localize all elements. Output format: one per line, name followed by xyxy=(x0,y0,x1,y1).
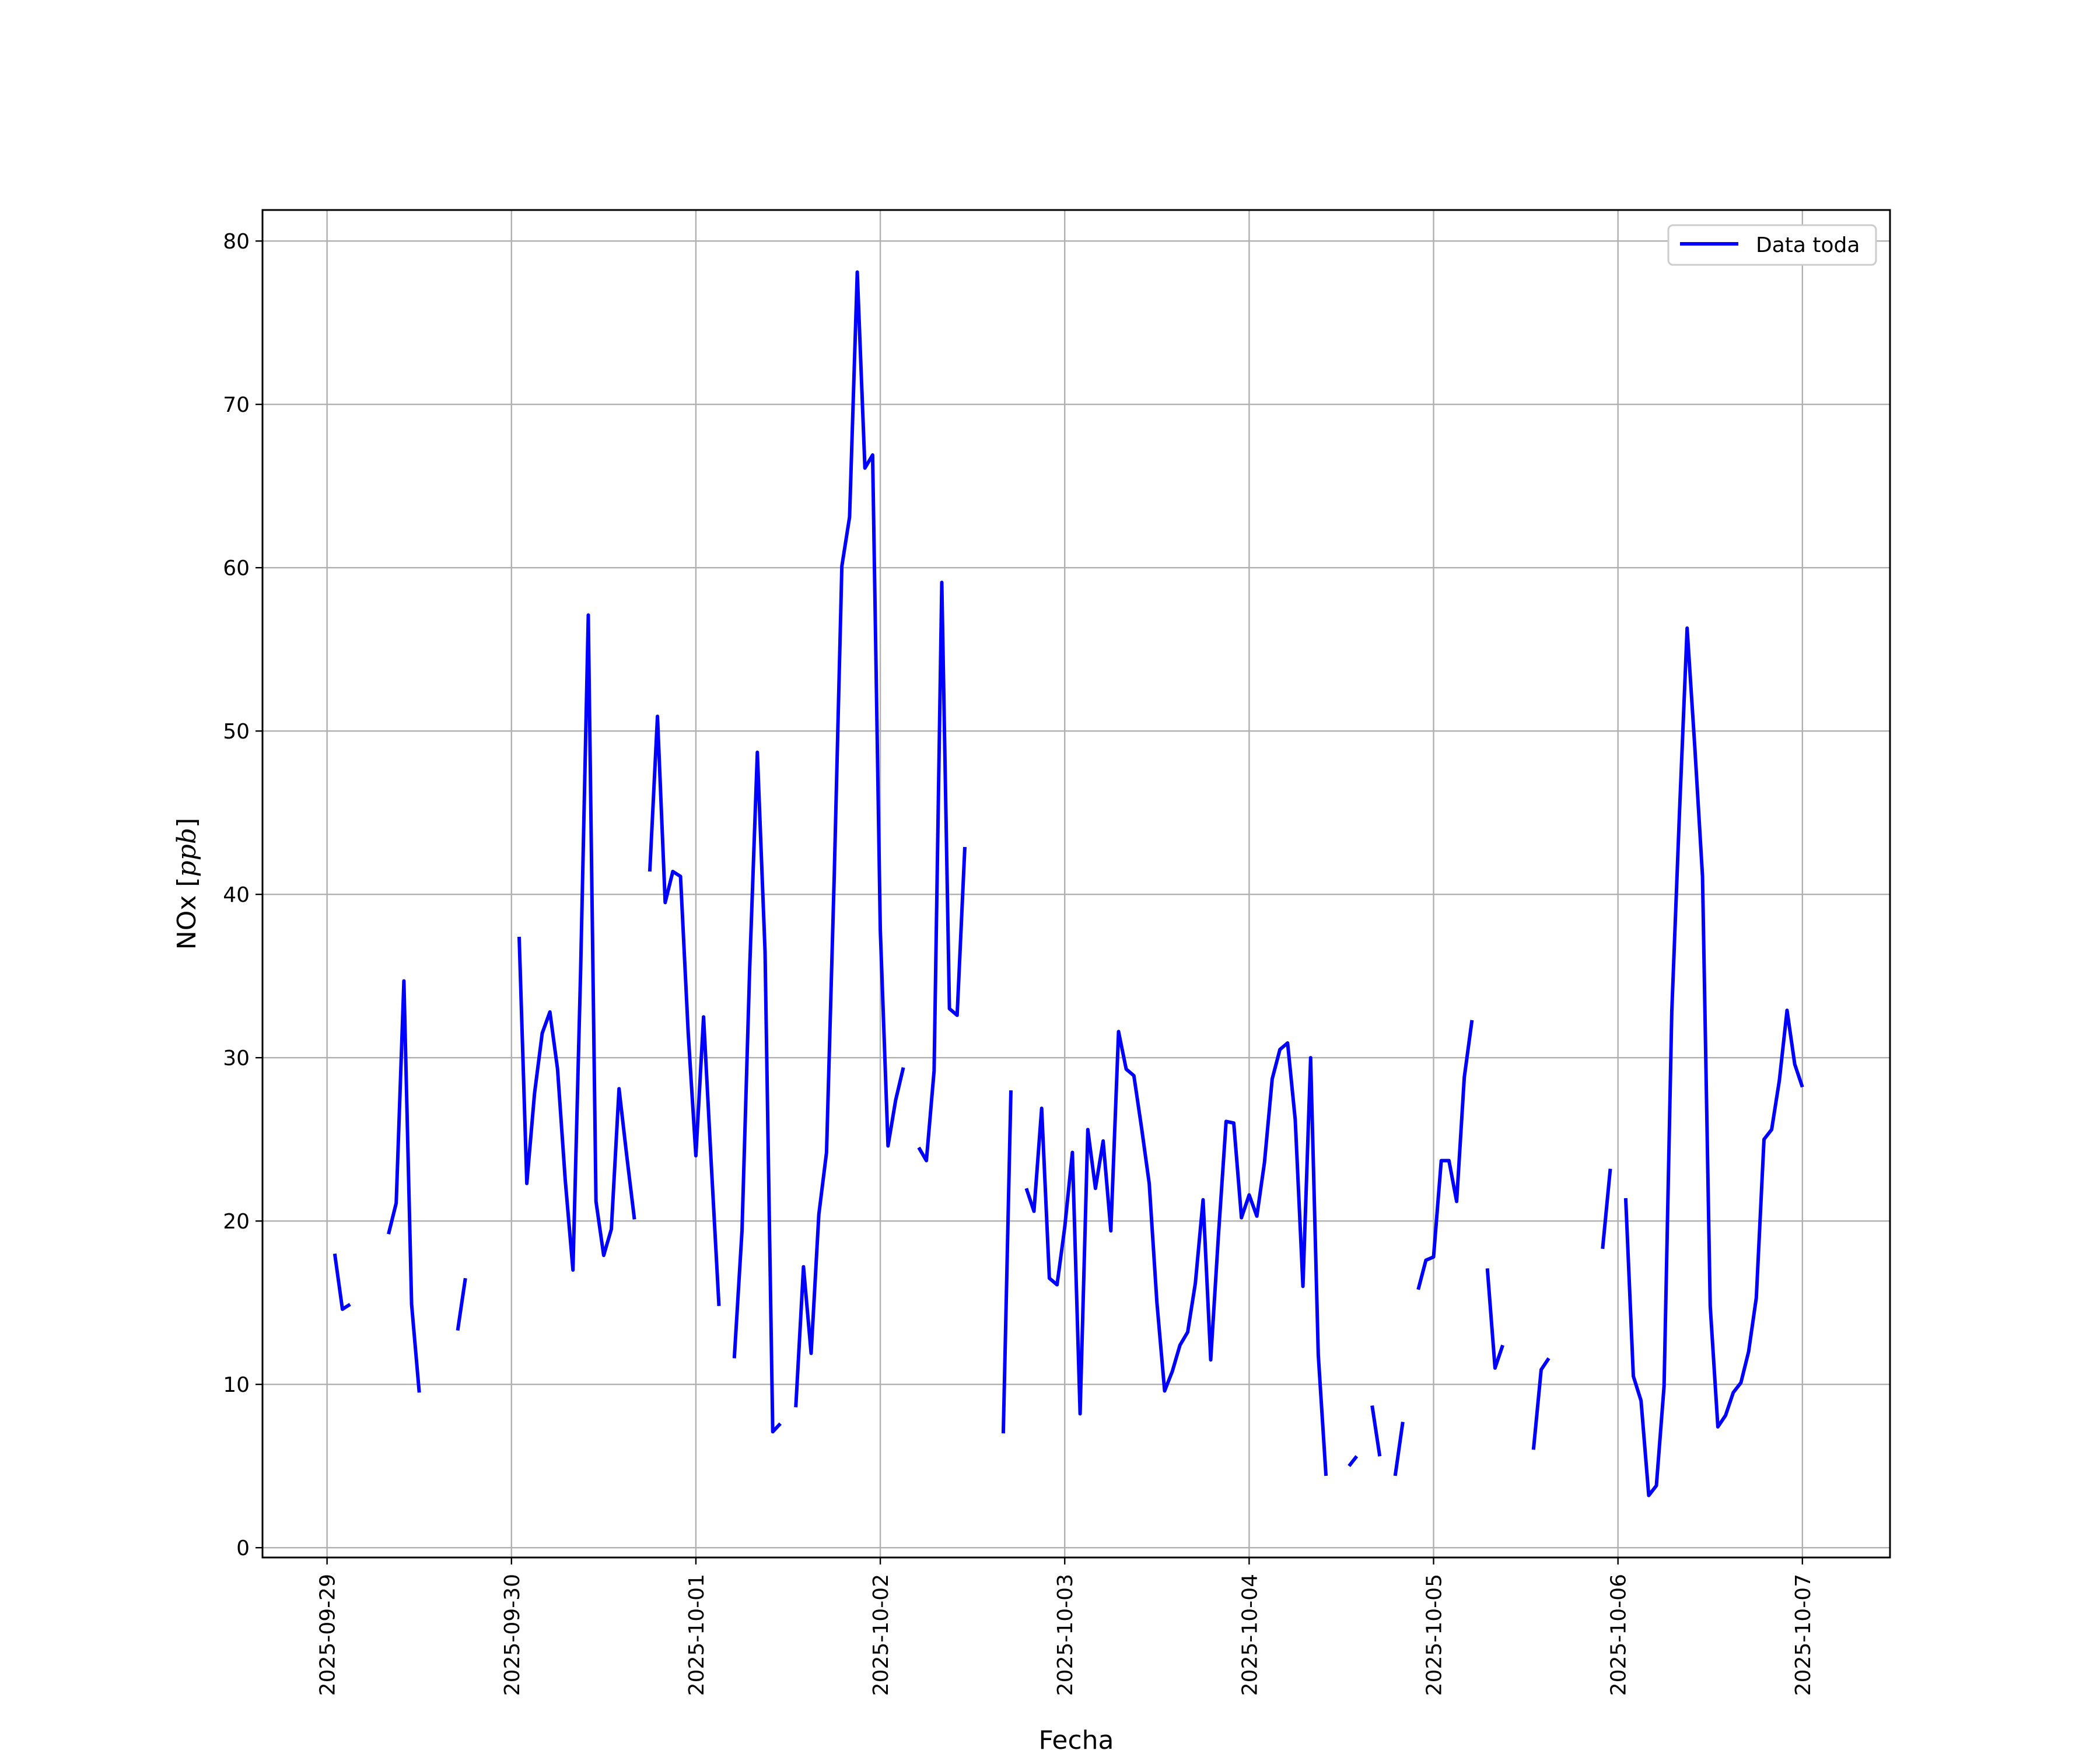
x-tick-label: 2025-10-02 xyxy=(869,1574,893,1696)
grid-lines xyxy=(262,210,1890,1558)
x-tick-label: 2025-10-07 xyxy=(1791,1574,1815,1696)
series-line-segment xyxy=(917,580,967,1163)
series-line-segment xyxy=(1393,1422,1405,1476)
y-tick-label: 0 xyxy=(236,1536,250,1560)
y-axis-title: NOx [ppb] xyxy=(172,818,202,950)
y-tick-label: 40 xyxy=(223,883,250,907)
plot-area xyxy=(262,210,1890,1558)
x-tick-label: 2025-10-01 xyxy=(685,1574,709,1696)
legend-label-data-toda: Data toda xyxy=(1756,233,1860,257)
series-line-segment xyxy=(648,715,721,1306)
x-tick-label: 2025-10-03 xyxy=(1054,1574,1077,1696)
x-tick-label: 2025-10-06 xyxy=(1607,1574,1631,1696)
x-tick-label: 2025-09-30 xyxy=(501,1574,524,1696)
plot-frame xyxy=(261,209,1891,1559)
series-line-segment xyxy=(1001,1090,1013,1434)
y-tick-label: 30 xyxy=(223,1046,250,1070)
series-lines xyxy=(332,270,1804,1497)
y-tick-label: 70 xyxy=(223,393,250,417)
series-line-segment xyxy=(1416,1020,1474,1290)
series-line-segment xyxy=(1024,1030,1328,1476)
x-tick-label: 2025-09-29 xyxy=(316,1574,340,1696)
y-axis-title-prefix: NOx [ xyxy=(172,877,202,950)
series-line-segment xyxy=(732,750,782,1434)
x-axis-title: Fecha xyxy=(1038,1726,1114,1750)
y-tick-label: 20 xyxy=(223,1210,250,1234)
series-line-segment xyxy=(1531,1357,1550,1450)
series-line-segment xyxy=(517,613,636,1272)
x-tick-label: 2025-10-05 xyxy=(1423,1574,1447,1696)
x-axis-ticks: 2025-09-29 2025-09-30 2025-10-01 2025-10-02… xyxy=(316,1558,1815,1696)
y-axis-ticks: 0 10 20 30 40 50 60 70 80 xyxy=(223,230,262,1560)
series-line-segment xyxy=(332,1253,351,1311)
series-line-segment xyxy=(387,979,421,1393)
y-tick-label: 80 xyxy=(223,230,250,254)
series-line-segment xyxy=(1601,1168,1612,1250)
y-tick-label: 50 xyxy=(223,720,250,744)
series-line-segment xyxy=(456,1278,467,1331)
y-tick-label: 10 xyxy=(223,1373,250,1397)
legend-box xyxy=(1667,224,1877,266)
y-axis-title-unit: ppb xyxy=(172,828,202,877)
series-line-segment xyxy=(1485,1268,1504,1370)
y-tick-label: 60 xyxy=(223,556,250,580)
x-tick-label: 2025-10-04 xyxy=(1238,1574,1262,1696)
series-line-segment xyxy=(1348,1455,1359,1468)
legend: Data toda xyxy=(1667,224,1877,266)
series-line-segment xyxy=(794,270,905,1408)
series-line-segment xyxy=(1623,626,1804,1497)
y-axis-title-suffix: ] xyxy=(172,818,202,828)
series-line-segment xyxy=(1370,1405,1382,1457)
